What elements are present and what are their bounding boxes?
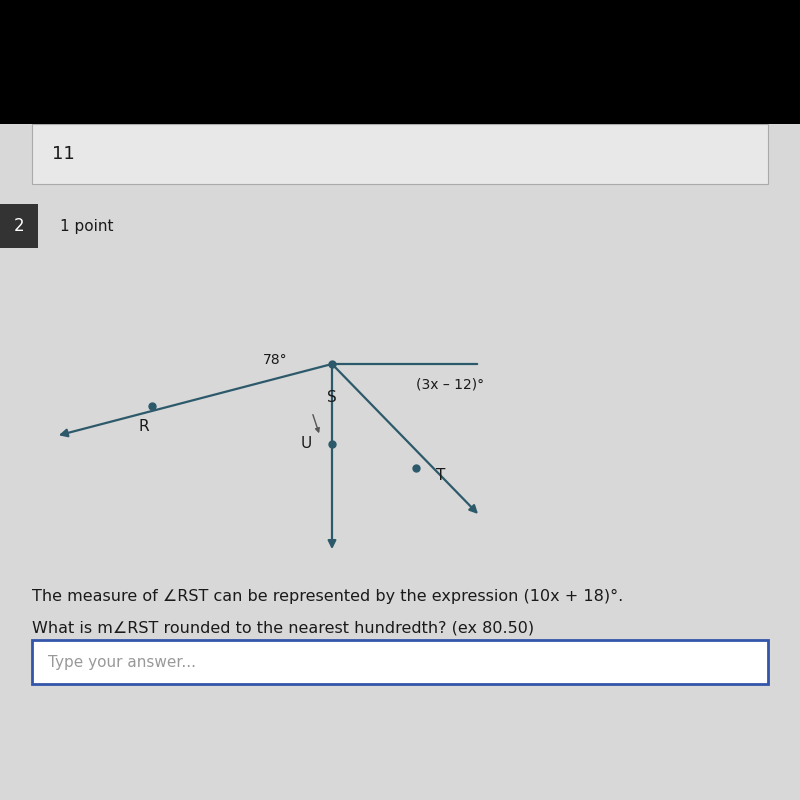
FancyBboxPatch shape — [32, 640, 768, 684]
Text: 11: 11 — [52, 145, 74, 163]
Text: U: U — [301, 437, 312, 451]
Text: 1 point: 1 point — [60, 218, 114, 234]
Text: (3x – 12)°: (3x – 12)° — [416, 377, 484, 391]
Text: What is m∠RST rounded to the nearest hundredth? (ex 80.50): What is m∠RST rounded to the nearest hun… — [32, 621, 534, 635]
Text: The measure of ∠RST can be represented by the expression (10x + 18)°.: The measure of ∠RST can be represented b… — [32, 589, 623, 603]
Text: S: S — [327, 390, 337, 405]
Text: Type your answer...: Type your answer... — [48, 654, 196, 670]
Text: T: T — [436, 469, 446, 483]
Text: 78°: 78° — [263, 353, 288, 367]
Text: R: R — [138, 419, 150, 434]
Text: 2: 2 — [14, 217, 25, 235]
